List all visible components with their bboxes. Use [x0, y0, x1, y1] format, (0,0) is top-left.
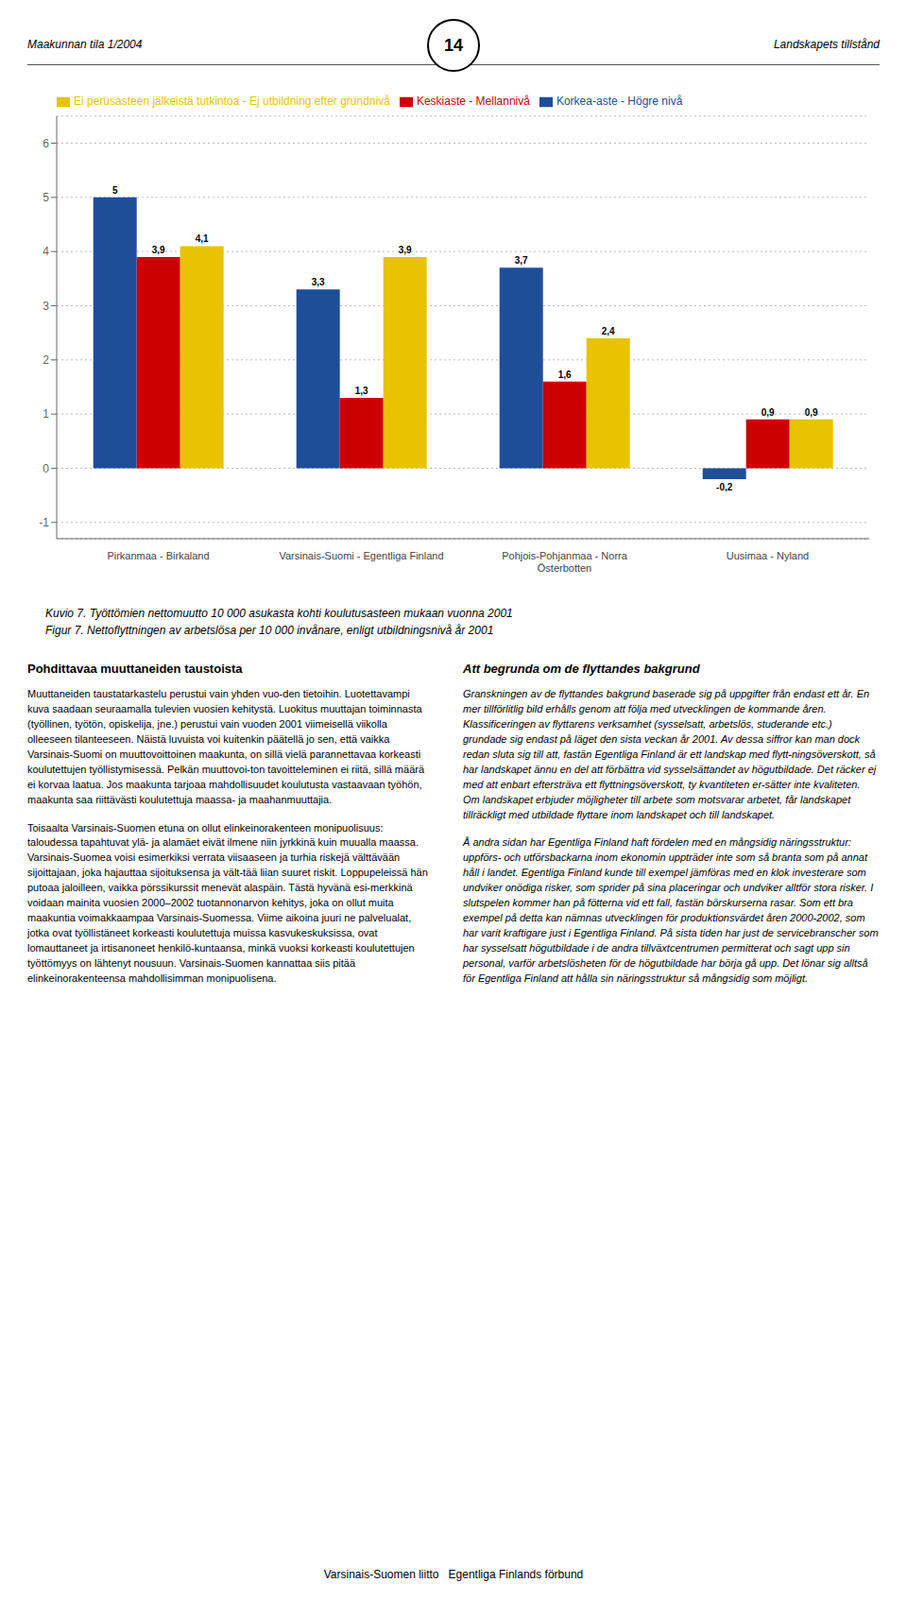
svg-text:0: 0 — [42, 462, 50, 476]
svg-text:Pohjois-Pohjanmaa - NorraÖster: Pohjois-Pohjanmaa - NorraÖsterbotten — [501, 549, 629, 574]
html-text:Kuvio 7. Työttömien nettomuutt: Kuvio 7. Työttömien nettomuutto 10 000 a… — [45, 606, 513, 620]
svg-text:3,9: 3,9 — [152, 244, 166, 256]
html-text:Keskiaste - Mellannivå: Keskiaste - Mellannivå — [416, 94, 530, 108]
svg-text:0,9: 0,9 — [804, 407, 819, 418]
svg-text:4: 4 — [42, 244, 50, 258]
html-text:Å andra sidan har Egentliga Fi: Å andra sidan har Egentliga Finland haft… — [462, 836, 879, 984]
html-text:Landskapets tillstånd: Landskapets tillstånd — [773, 37, 880, 52]
html-text:Granskningen av de flyttandes: Granskningen av de flyttandes bakgrund b… — [462, 687, 877, 820]
svg-text:5: 5 — [42, 190, 50, 205]
svg-text:2,4: 2,4 — [601, 325, 616, 337]
svg-text:3,9: 3,9 — [398, 244, 412, 256]
svg-text:-0,2: -0,2 — [716, 481, 734, 493]
html-text:Toisaalta Varsinais-Suomen etu: Toisaalta Varsinais-Suomen etuna on ollu… — [27, 821, 428, 984]
svg-text:5: 5 — [112, 185, 119, 196]
svg-text:Varsinais-Suomi - Egentliga Fi: Varsinais-Suomi - Egentliga Finland — [278, 549, 444, 562]
html-text:Pohdittavaa muuttaneiden taust: Pohdittavaa muuttaneiden taustoista — [27, 661, 243, 676]
html-text:Figur 7. Nettoflyttningen av a: Figur 7. Nettoflyttningen av arbetslösa … — [45, 623, 494, 637]
svg-text:0,9: 0,9 — [761, 407, 775, 418]
html-text:Korkea-aste - Högre nivå: Korkea-aste - Högre nivå — [556, 94, 683, 108]
svg-text:Pirkanmaa - Birkaland: Pirkanmaa - Birkaland — [106, 549, 209, 562]
svg-text:3,7: 3,7 — [514, 255, 529, 266]
html-text:Maakunnan tila 1/2004: Maakunnan tila 1/2004 — [27, 37, 143, 52]
svg-text:2: 2 — [42, 353, 50, 367]
svg-text:3,3: 3,3 — [311, 276, 326, 288]
html-text:Att begrunda om de flyttandes: Att begrunda om de flyttandes bakgrund — [462, 661, 700, 676]
svg-text:-1: -1 — [38, 515, 50, 530]
svg-text:6: 6 — [42, 136, 50, 151]
html-text:Muuttaneiden taustatarkastelu: Muuttaneiden taustatarkastelu perustui v… — [27, 687, 425, 805]
html-text:14: 14 — [444, 35, 463, 55]
svg-text:1: 1 — [42, 407, 50, 421]
svg-text:Uusimaa - Nyland: Uusimaa - Nyland — [726, 549, 809, 562]
svg-text:1,6: 1,6 — [558, 369, 572, 380]
html-text:Varsinais-Suomen liitto Egentl: Varsinais-Suomen liitto Egentliga Finlan… — [323, 1567, 584, 1581]
svg-text:4,1: 4,1 — [195, 233, 209, 244]
svg-text:3: 3 — [42, 299, 50, 313]
svg-text:1,3: 1,3 — [355, 385, 369, 396]
html-text:Ei perusasteen jälkeistä tutki: Ei perusasteen jälkeistä tutkintoa - Ej … — [73, 94, 391, 108]
